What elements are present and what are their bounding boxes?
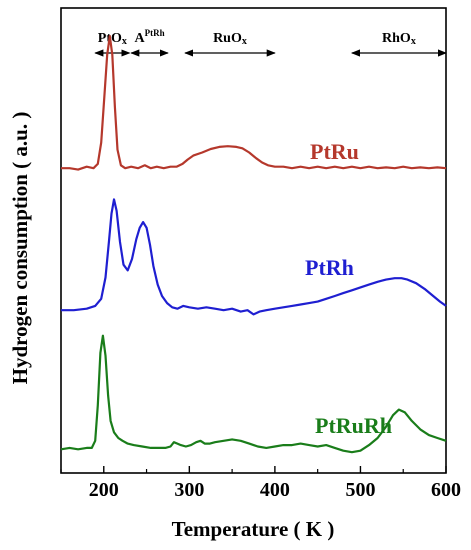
region-label: PtOx [98, 31, 127, 47]
x-tick-label: 600 [431, 479, 461, 501]
region-label: RuOx [213, 31, 247, 47]
series-label-ptrh: PtRh [305, 255, 354, 280]
region-label: RhOx [382, 31, 416, 47]
series-line-ptru [61, 35, 447, 171]
y-axis-title: Hydrogen consumption ( a.u. ) [8, 112, 32, 385]
series-label-ptrurh: PtRuRh [315, 413, 392, 438]
x-tick-label: 500 [345, 479, 375, 501]
x-tick-label: 300 [174, 479, 204, 501]
region-label: APtRh [134, 28, 164, 46]
series-line-ptrh [61, 198, 447, 316]
x-tick-label: 200 [89, 479, 119, 501]
series-line-ptrurh [60, 334, 447, 454]
x-tick-label: 400 [260, 479, 290, 501]
series-label-ptru: PtRu [310, 139, 359, 164]
x-axis-title: Temperature ( K ) [172, 517, 335, 541]
plot-frame [60, 7, 447, 474]
